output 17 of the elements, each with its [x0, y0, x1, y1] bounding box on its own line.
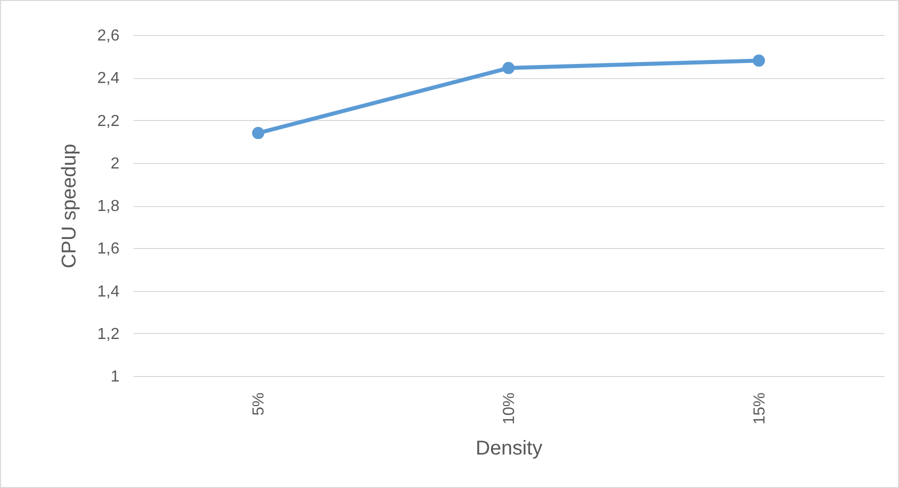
y-tick-label: 2,2 — [97, 112, 120, 130]
y-tick-label: 2 — [110, 155, 120, 172]
point — [752, 54, 765, 67]
y-tick-label: 1 — [110, 368, 120, 386]
y-tick-label: 1,8 — [97, 198, 120, 215]
x-tick-label: 10% — [501, 392, 518, 425]
y-tick-label: 2,6 — [97, 28, 120, 44]
x-tick-label: 15% — [751, 392, 768, 425]
y-tick-label: 2,4 — [97, 70, 120, 88]
x-tick-label: 5% — [250, 392, 268, 416]
x-axis-title: Density — [476, 438, 542, 460]
point — [252, 126, 264, 140]
y-tick-label: 1,4 — [97, 283, 120, 300]
y-tick-label: 1,2 — [97, 326, 120, 343]
point — [502, 62, 515, 74]
y-axis-title: CPU speedup — [58, 144, 80, 268]
y-tick-label: 1,6 — [97, 240, 120, 258]
